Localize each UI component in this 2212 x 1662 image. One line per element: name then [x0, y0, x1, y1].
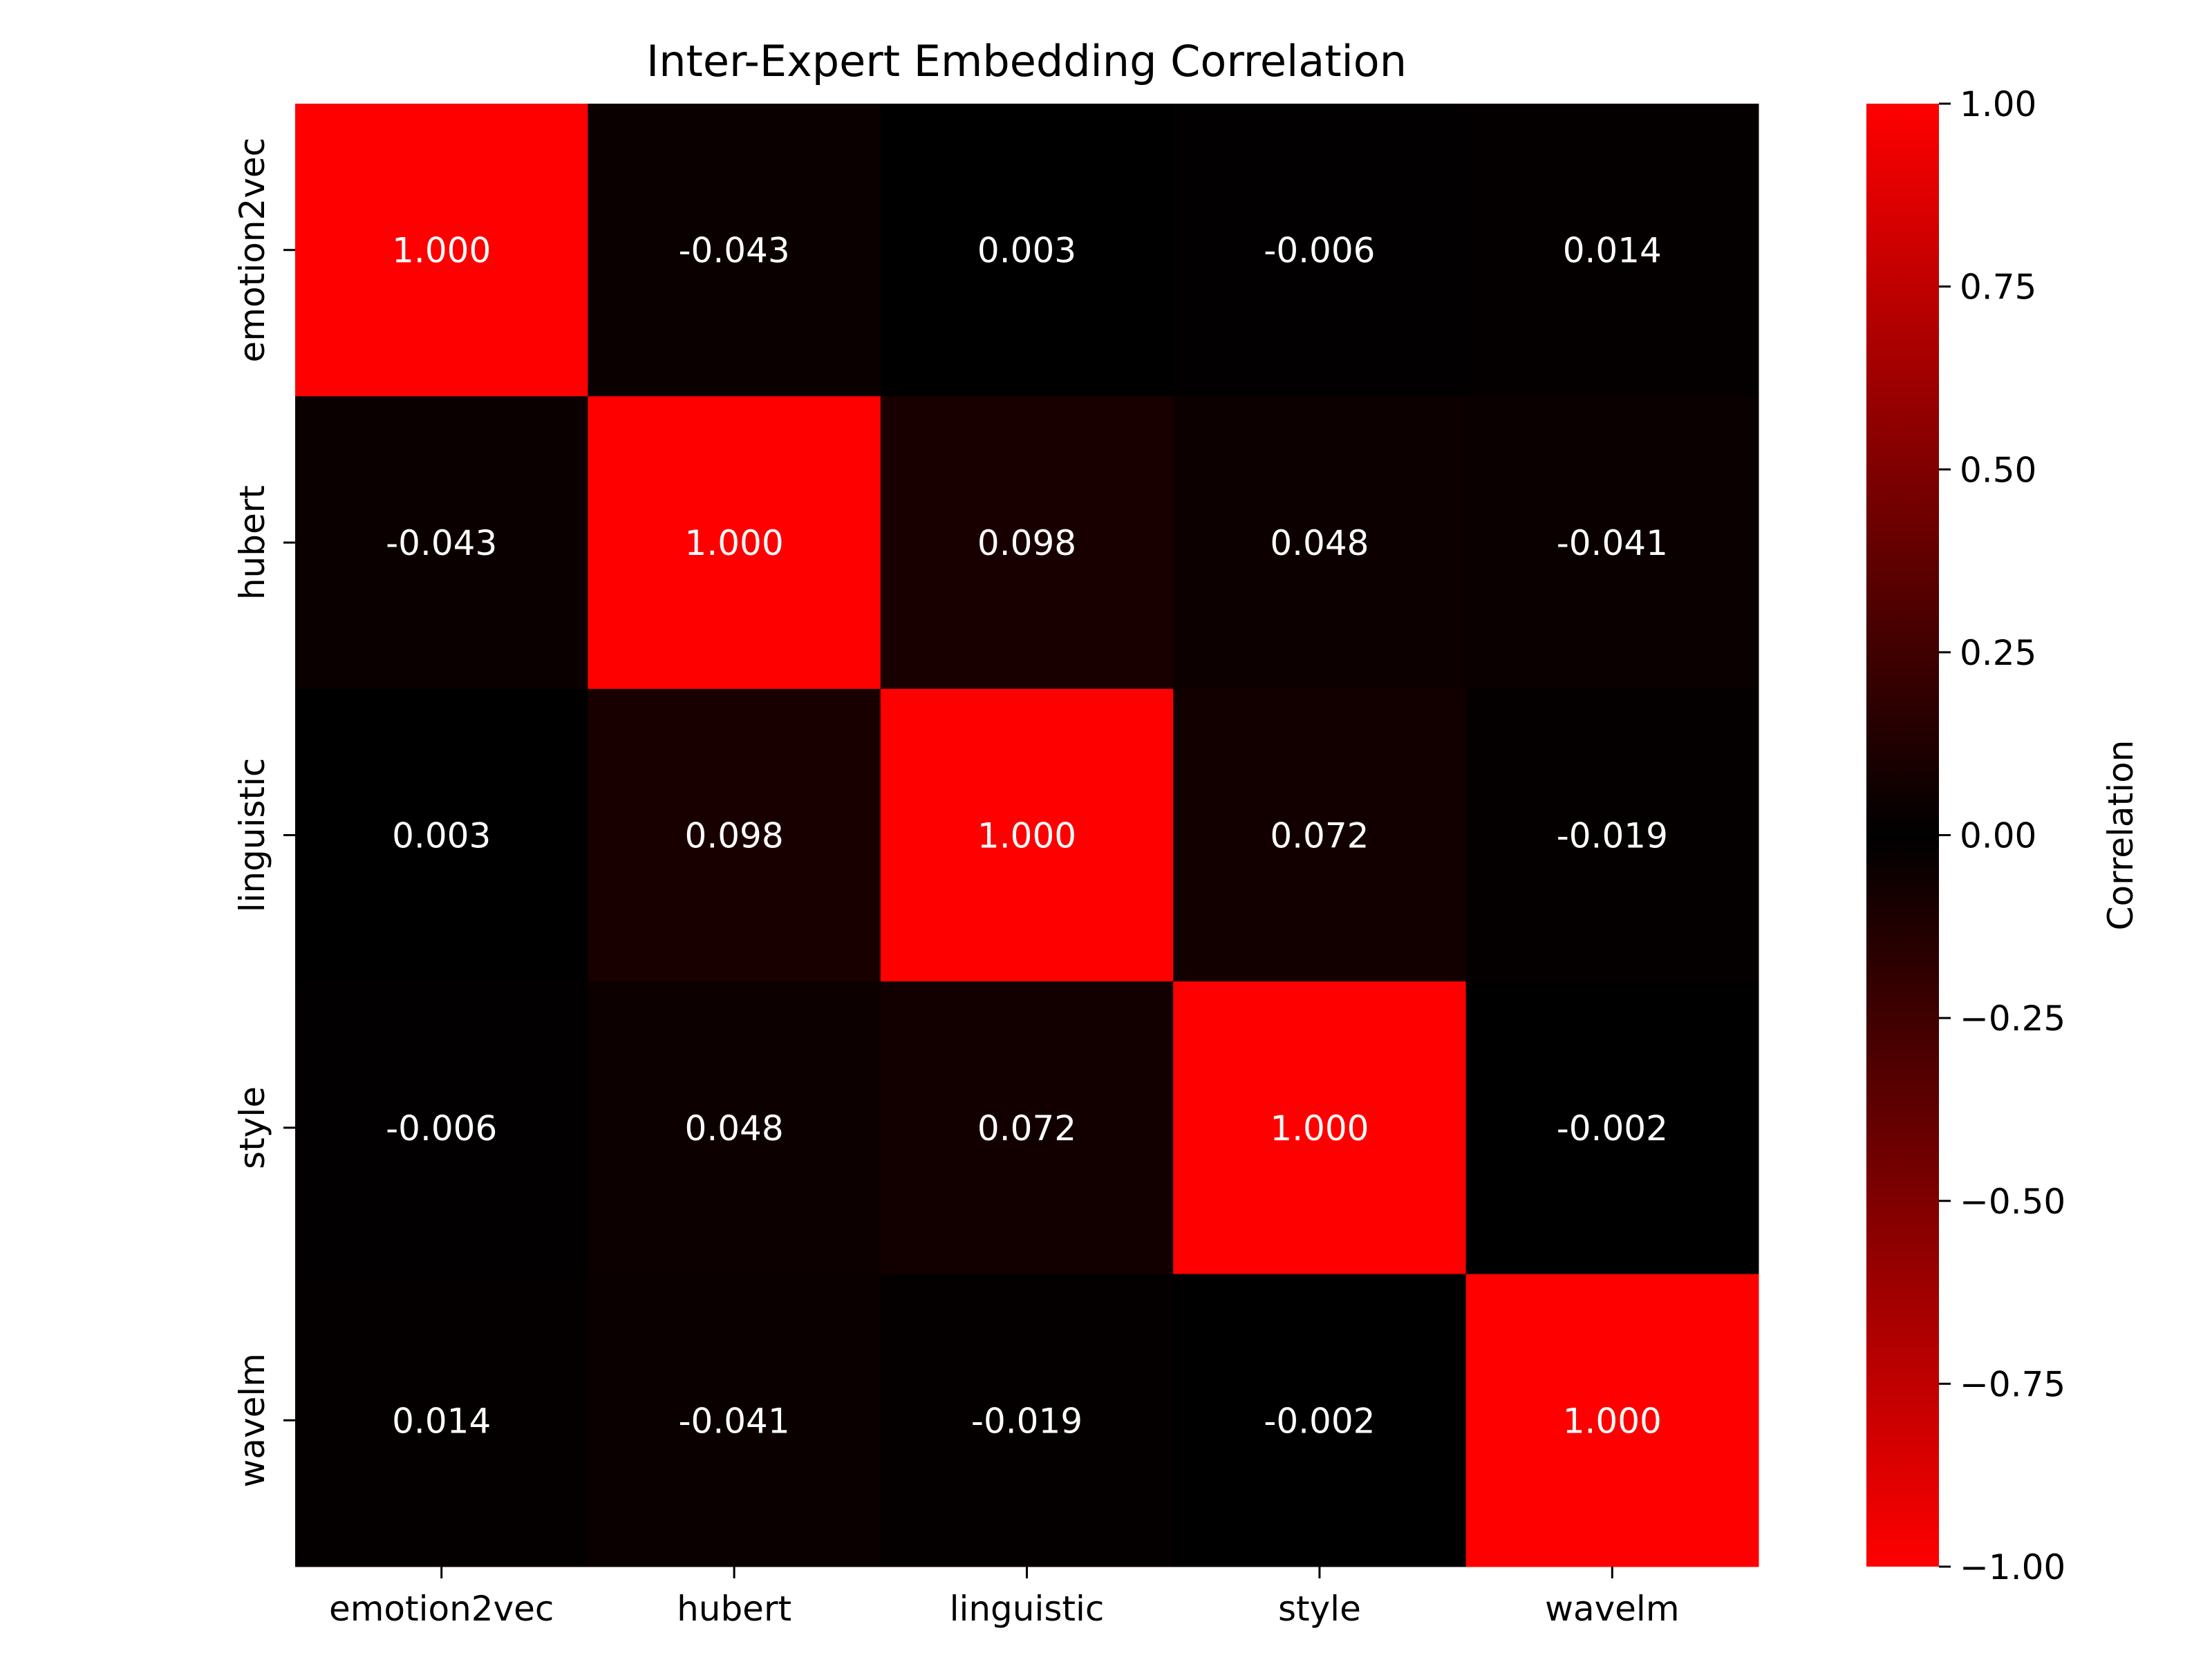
cell-label: 0.048: [685, 1108, 784, 1149]
heatmap-cell: [1173, 688, 1467, 982]
colorbar-label: Correlation: [2101, 740, 2141, 931]
cell-label: -0.019: [971, 1401, 1082, 1441]
cell-label: 0.072: [1270, 816, 1369, 856]
cell-label: -0.041: [679, 1401, 790, 1441]
colorbar-tick-label: 0.50: [1960, 450, 2036, 490]
cell-label: -0.019: [1557, 816, 1668, 856]
cell-label: -0.043: [679, 231, 790, 271]
cell-label: 0.003: [977, 231, 1076, 271]
heatmap-cells: 1.000 -0.043 0.003 -0.006 0.014 -0.043 1.000 0.…: [295, 104, 1759, 1567]
cell-label: 1.000: [977, 816, 1076, 856]
cell-label: 0.014: [1563, 231, 1662, 271]
cell-label: -0.043: [386, 523, 497, 563]
chart-title: Inter-Expert Embedding Correlation: [646, 36, 1407, 86]
x-tick-label: hubert: [677, 1589, 791, 1629]
heatmap-cell: [295, 688, 588, 982]
colorbar-tick-label: −0.75: [1960, 1364, 2065, 1404]
heatmap-cell: [295, 981, 588, 1275]
colorbar-tick-label: 0.75: [1960, 267, 2036, 308]
cell-label: 1.000: [685, 523, 784, 563]
colorbar-tick-label: 1.00: [1960, 84, 2036, 124]
heatmap-cell: [1465, 688, 1759, 982]
cell-label: 0.098: [685, 816, 784, 856]
cell-label: 0.048: [1270, 523, 1369, 563]
cell-label: 0.072: [977, 1108, 1076, 1149]
heatmap-cell: [1173, 396, 1467, 690]
cell-label: 0.014: [392, 1401, 491, 1441]
cell-label: -0.006: [1264, 231, 1375, 271]
heatmap-cell: [880, 688, 1174, 982]
x-tick-label: style: [1278, 1589, 1361, 1629]
heatmap-cell: [295, 104, 588, 397]
heatmap-cell: [880, 396, 1174, 690]
colorbar: 1.00 0.75 0.50 0.25 0.00 −0.25 −0.50 −0.75 −1.00: [1866, 84, 2065, 1587]
heatmap-cell: [588, 104, 881, 397]
x-tick-label: emotion2vec: [329, 1589, 554, 1629]
heatmap-cell: [588, 396, 881, 690]
colorbar-tick-label: 0.00: [1960, 816, 2036, 856]
cell-label: 0.003: [392, 816, 491, 856]
heatmap-cell: [588, 981, 881, 1275]
heatmap-cell: [1465, 981, 1759, 1275]
heatmap-cell: [1173, 1274, 1467, 1567]
x-tick-label: linguistic: [950, 1589, 1105, 1629]
heatmap-cell: [295, 1274, 588, 1567]
cell-label: 1.000: [392, 231, 491, 271]
heatmap-cell: [295, 396, 588, 690]
colorbar-tick-label: −0.50: [1960, 1182, 2065, 1222]
cell-label: -0.002: [1264, 1401, 1375, 1441]
y-tick-label: linguistic: [232, 758, 272, 913]
colorbar-tick-label: 0.25: [1960, 633, 2036, 673]
cell-label: -0.006: [386, 1108, 497, 1149]
heatmap-cell: [1173, 104, 1467, 397]
heatmap-cell: [1465, 396, 1759, 690]
heatmap-cell: [880, 104, 1174, 397]
cell-label: -0.041: [1557, 523, 1668, 563]
cell-label: 0.098: [977, 523, 1076, 563]
y-tick-label: style: [232, 1086, 272, 1169]
cell-label: 1.000: [1563, 1401, 1662, 1441]
colorbar-tick-label: −0.25: [1960, 999, 2065, 1039]
x-axis: emotion2vec hubert linguistic style wavelm: [329, 1567, 1680, 1629]
heatmap-cell: [588, 1274, 881, 1567]
heatmap-cell: [880, 1274, 1174, 1567]
heatmap-cell: [1465, 1274, 1759, 1567]
heatmap-cell: [1465, 104, 1759, 397]
colorbar-gradient: [1866, 104, 1939, 1567]
y-axis: emotion2vec hubert linguistic style wavelm: [232, 138, 295, 1488]
heatmap-cell: [880, 981, 1174, 1275]
heatmap-cell: [1173, 981, 1467, 1275]
x-tick-label: wavelm: [1545, 1589, 1679, 1629]
cell-label: -0.002: [1557, 1108, 1668, 1149]
colorbar-tick-label: −1.00: [1960, 1547, 2065, 1587]
y-tick-label: hubert: [232, 485, 272, 600]
heatmap-cell: [588, 688, 881, 982]
y-tick-label: emotion2vec: [232, 138, 272, 363]
y-tick-label: wavelm: [232, 1353, 272, 1487]
cell-label: 1.000: [1270, 1108, 1369, 1149]
